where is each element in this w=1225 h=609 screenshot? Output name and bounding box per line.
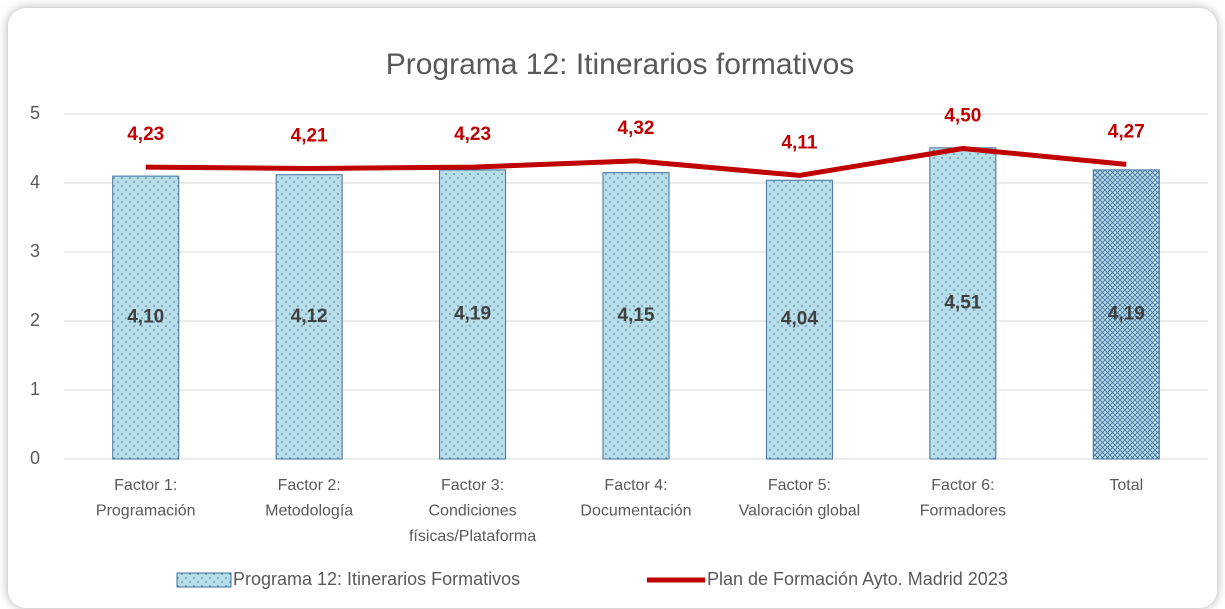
x-tick-label-line: físicas/Plataforma — [409, 528, 536, 545]
bar-value-label: 4,04 — [781, 309, 818, 330]
y-tick-label: 4 — [30, 172, 40, 192]
legend-label: Plan de Formación Ayto. Madrid 2023 — [707, 569, 1008, 589]
y-tick-label: 3 — [30, 241, 40, 261]
x-tick-label-line: Documentación — [580, 503, 691, 520]
line-value-label: 4,32 — [618, 118, 655, 139]
bar-value-label: 4,15 — [618, 305, 655, 326]
x-tick-label-line: Factor 3: — [441, 477, 504, 494]
line — [145, 146, 1127, 178]
legend-swatch — [176, 572, 232, 588]
x-tick-label: Factor 3: Condiciones físicas/Plataforma — [409, 477, 536, 545]
bar — [112, 175, 180, 460]
line-value-label: 4,23 — [127, 124, 164, 145]
x-tick-label: Factor 1: Programación — [96, 477, 196, 520]
x-tick-label: Total — [1109, 477, 1143, 494]
bar — [1092, 169, 1160, 460]
x-tick-label: Factor 5: Valoración global — [739, 477, 861, 520]
bar — [765, 179, 833, 460]
y-tick-label: 1 — [30, 379, 40, 399]
y-tick-label: 5 — [30, 103, 40, 123]
line-value-label: 4,11 — [781, 132, 817, 153]
line-value-label: 4,50 — [944, 106, 981, 127]
bar-value-label: 4,12 — [291, 306, 328, 327]
x-tick-label-line: Factor 1: — [114, 477, 177, 494]
bar-value-label: 4,51 — [944, 292, 981, 313]
line-value-label: 4,21 — [291, 126, 328, 147]
x-tick-label-line: Programación — [96, 503, 196, 520]
y-tick-label: 0 — [30, 448, 40, 468]
line-value-label: 4,27 — [1108, 121, 1145, 142]
x-tick-label-line: Factor 2: — [278, 477, 341, 494]
legend-label: Programa 12: Itinerarios Formativos — [233, 569, 520, 589]
x-tick-label-line: Formadores — [920, 503, 1006, 520]
x-tick-label: Factor 4: Documentación — [580, 477, 691, 520]
y-tick-label: 2 — [30, 310, 40, 330]
x-tick-label-line: Total — [1109, 477, 1143, 494]
bar-value-label: 4,19 — [454, 303, 491, 324]
bar — [602, 172, 670, 460]
bar — [439, 169, 507, 460]
x-tick-label: Factor 6: Formadores — [920, 477, 1006, 520]
x-tick-label-line: Factor 6: — [931, 477, 994, 494]
x-tick-label-line: Factor 4: — [604, 477, 667, 494]
bar — [275, 174, 343, 460]
bar-value-label: 4,19 — [1108, 303, 1145, 324]
bar — [929, 147, 997, 460]
x-tick-label-line: Condiciones — [429, 503, 517, 520]
x-tick-label-line: Metodología — [265, 503, 353, 520]
line-value-label: 4,23 — [454, 124, 491, 145]
x-tick-label-line: Factor 5: — [768, 477, 831, 494]
chart-title: Programa 12: Itinerarios formativos — [386, 48, 855, 81]
x-tick-label: Factor 2: Metodología — [265, 477, 353, 520]
bar-value-label: 4,10 — [127, 307, 164, 328]
x-tick-label-line: Valoración global — [739, 503, 861, 520]
